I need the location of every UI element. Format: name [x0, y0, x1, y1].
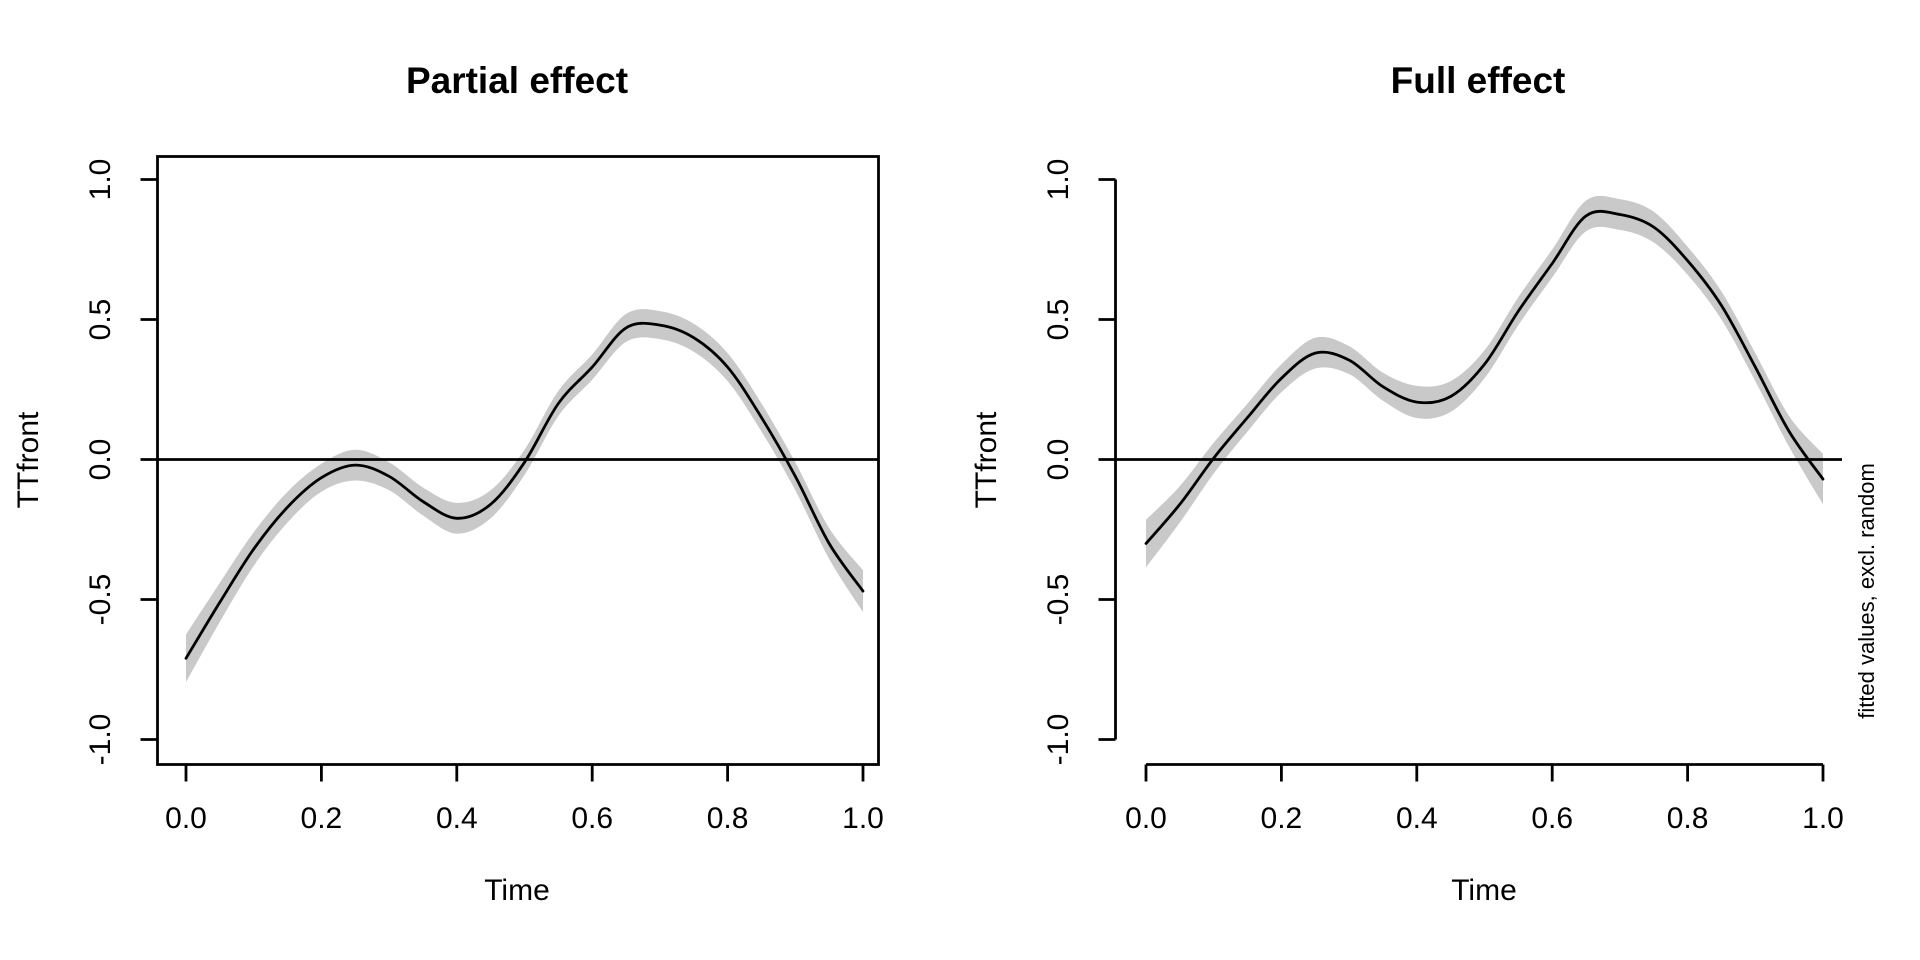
- plot-area-partial: -1.0 -0.5 0.0 0.5 1.0 0.0 0.2 0.4 0.6 0.8 1.0: [84, 155, 884, 835]
- y-tick-label: -0.5: [84, 574, 117, 626]
- x-tick-label: 0.2: [301, 802, 343, 835]
- x-tick-label: 0.0: [1125, 802, 1167, 835]
- y-tick-label: -0.5: [1042, 574, 1075, 626]
- panel-title-full: Full effect: [1391, 60, 1566, 101]
- confidence-band: [1146, 195, 1823, 568]
- panel-partial-effect: Partial effect Time TTfront -1.0 -0.5 0.0 0…: [12, 60, 884, 907]
- x-tick-label: 0.6: [1531, 802, 1573, 835]
- x-tick-label: 0.6: [571, 802, 613, 835]
- x-axis-label-partial: Time: [484, 874, 550, 907]
- y-tick-label: 0.0: [1042, 439, 1075, 481]
- y-tick-label: 0.5: [84, 299, 117, 341]
- x-tick-label: 0.0: [165, 802, 207, 835]
- x-axis-label-full: Time: [1451, 874, 1517, 907]
- y-tick-label: 0.5: [1042, 299, 1075, 341]
- fit-line: [184, 321, 865, 660]
- x-tick-label: 1.0: [1802, 802, 1844, 835]
- x-tick-label: 0.8: [1667, 802, 1709, 835]
- y-tick-label: -1.0: [1042, 714, 1075, 766]
- x-tick-label: 0.2: [1261, 802, 1303, 835]
- y-tick-label: -1.0: [84, 714, 117, 766]
- fit-line: [1144, 209, 1825, 545]
- right-margin-note: fitted values, excl. random: [1854, 463, 1879, 719]
- panel-full-effect: Full effect Time TTfront -1.0 -0.5 0.0 0.5 1…: [970, 60, 1879, 907]
- x-tick-label: 0.4: [436, 802, 478, 835]
- x-tick-label: 0.8: [707, 802, 749, 835]
- y-axis-label-partial: TTfront: [12, 411, 45, 508]
- x-tick-label: 0.4: [1396, 802, 1438, 835]
- panel-title-partial: Partial effect: [406, 60, 628, 101]
- y-tick-label: 1.0: [1042, 159, 1075, 201]
- y-axis-label-full: TTfront: [970, 411, 1003, 508]
- plot-area-full: -1.0 -0.5 0.0 0.5 1.0 0.0 0.2 0.4 0.6 0.8 1.0: [1042, 159, 1844, 835]
- y-tick-label: 1.0: [84, 159, 117, 201]
- y-tick-label: 0.0: [84, 439, 117, 481]
- x-tick-label: 1.0: [842, 802, 884, 835]
- confidence-band: [186, 309, 863, 683]
